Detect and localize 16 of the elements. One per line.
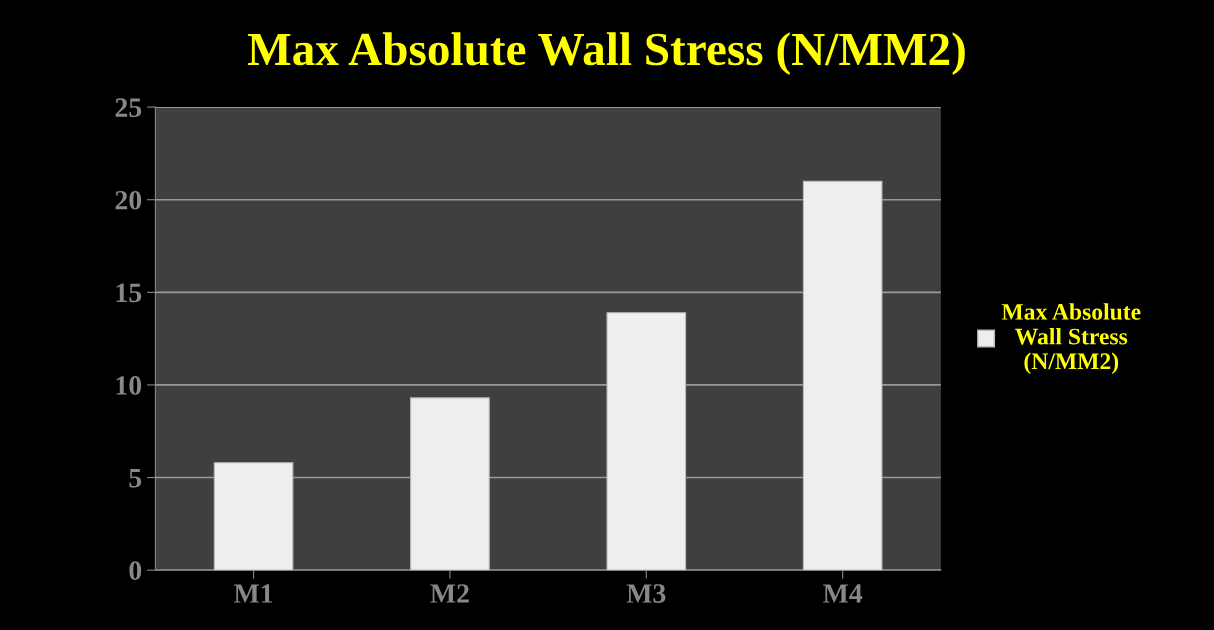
x-tick-label: M1 [233,584,273,603]
y-tick-label: 10 [116,376,142,395]
bar [606,312,687,571]
bar [213,462,294,571]
bar [410,397,490,571]
chart-title: Max Absolute Wall Stress (N/MM2) [247,32,965,75]
x-tick-label: M3 [626,584,666,603]
x-tick-label: M4 [823,584,863,603]
y-tick-label: 5 [129,468,142,488]
y-tick-label: 15 [116,283,142,303]
y-tick-label: 20 [115,190,142,210]
x-tick-label: M2 [430,584,469,603]
bar [802,180,883,571]
y-tick-label: 0 [129,561,142,581]
legend-label: Max Absolute Wall Stress (N/MM2) [1001,303,1141,375]
y-tick-label: 25 [115,98,142,118]
